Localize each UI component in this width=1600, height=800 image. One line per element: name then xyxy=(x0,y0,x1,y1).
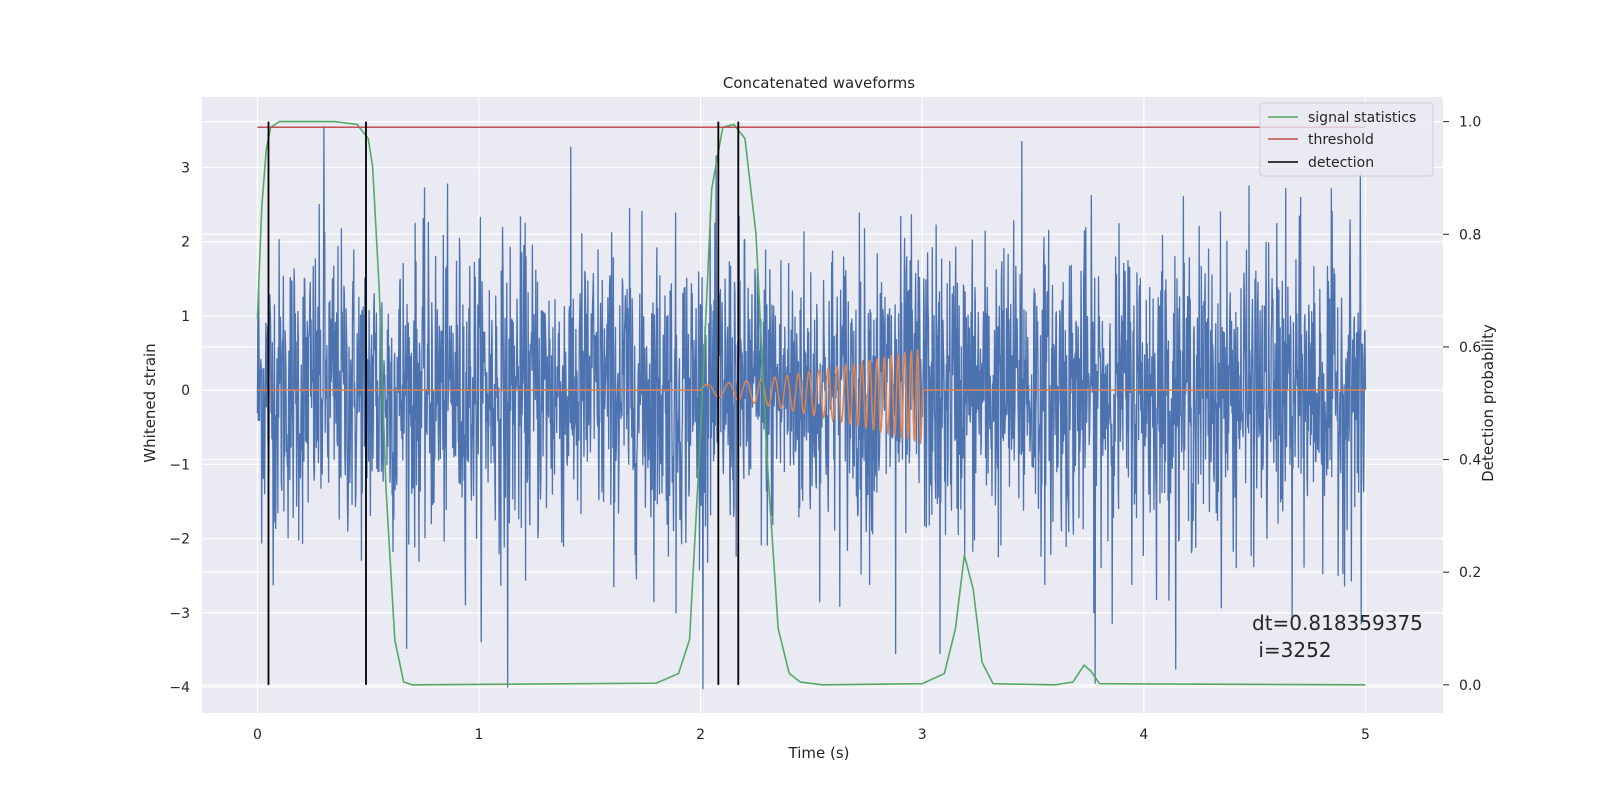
y-right-tick-label: 0.0 xyxy=(1459,678,1481,694)
legend-label-detection: detection xyxy=(1308,155,1374,171)
y-right-tick-label: 0.4 xyxy=(1459,453,1481,469)
y-tick-label: 1 xyxy=(181,309,190,325)
y-right-tick-label: 1.0 xyxy=(1459,115,1481,131)
x-axis-label: Time (s) xyxy=(788,744,850,762)
y-tick-label: −1 xyxy=(169,457,190,473)
y-right-tick-label: 0.2 xyxy=(1459,565,1481,581)
chart-title: Concatenated waveforms xyxy=(723,74,915,92)
signal-statistics-line xyxy=(256,120,1366,686)
y-tick-label: −3 xyxy=(169,606,190,622)
y-axis-label-right: Detection probability xyxy=(1479,324,1497,482)
x-tick-label: 3 xyxy=(918,727,927,743)
y-axis-label: Whitened strain xyxy=(141,343,159,462)
x-tick-label: 2 xyxy=(696,727,705,743)
series-layer xyxy=(256,120,1367,690)
x-tick-label: 5 xyxy=(1361,727,1370,743)
y-tick-label: −2 xyxy=(169,532,190,548)
x-tick-label: 4 xyxy=(1139,727,1148,743)
y-right-tick-label: 0.6 xyxy=(1459,340,1481,356)
y-tick-label: −4 xyxy=(169,680,190,696)
legend-label-threshold: threshold xyxy=(1308,132,1374,148)
annotation-i: i=3252 xyxy=(1252,638,1332,662)
noise-series-line xyxy=(256,126,1367,690)
annotation-dt: dt=0.818359375 xyxy=(1252,611,1423,635)
legend: signal statistics threshold detection xyxy=(1259,102,1434,177)
x-tick-label: 1 xyxy=(475,727,484,743)
y-right-tick-label: 0.8 xyxy=(1459,227,1481,243)
legend-label-signal-statistics: signal statistics xyxy=(1308,110,1416,126)
y-tick-label: 3 xyxy=(181,161,190,177)
legend-box xyxy=(1259,102,1434,177)
tick-layer: 0 1 2 3 4 5 −4 −3 −2 −1 0 1 2 3 0.0 0.2 0.4 0.6 0.8 1.0 xyxy=(169,115,1481,743)
y-tick-label: 2 xyxy=(181,235,190,251)
x-tick-label: 0 xyxy=(253,727,262,743)
y-tick-label: 0 xyxy=(181,383,190,399)
chirp-series-line xyxy=(257,349,1366,444)
